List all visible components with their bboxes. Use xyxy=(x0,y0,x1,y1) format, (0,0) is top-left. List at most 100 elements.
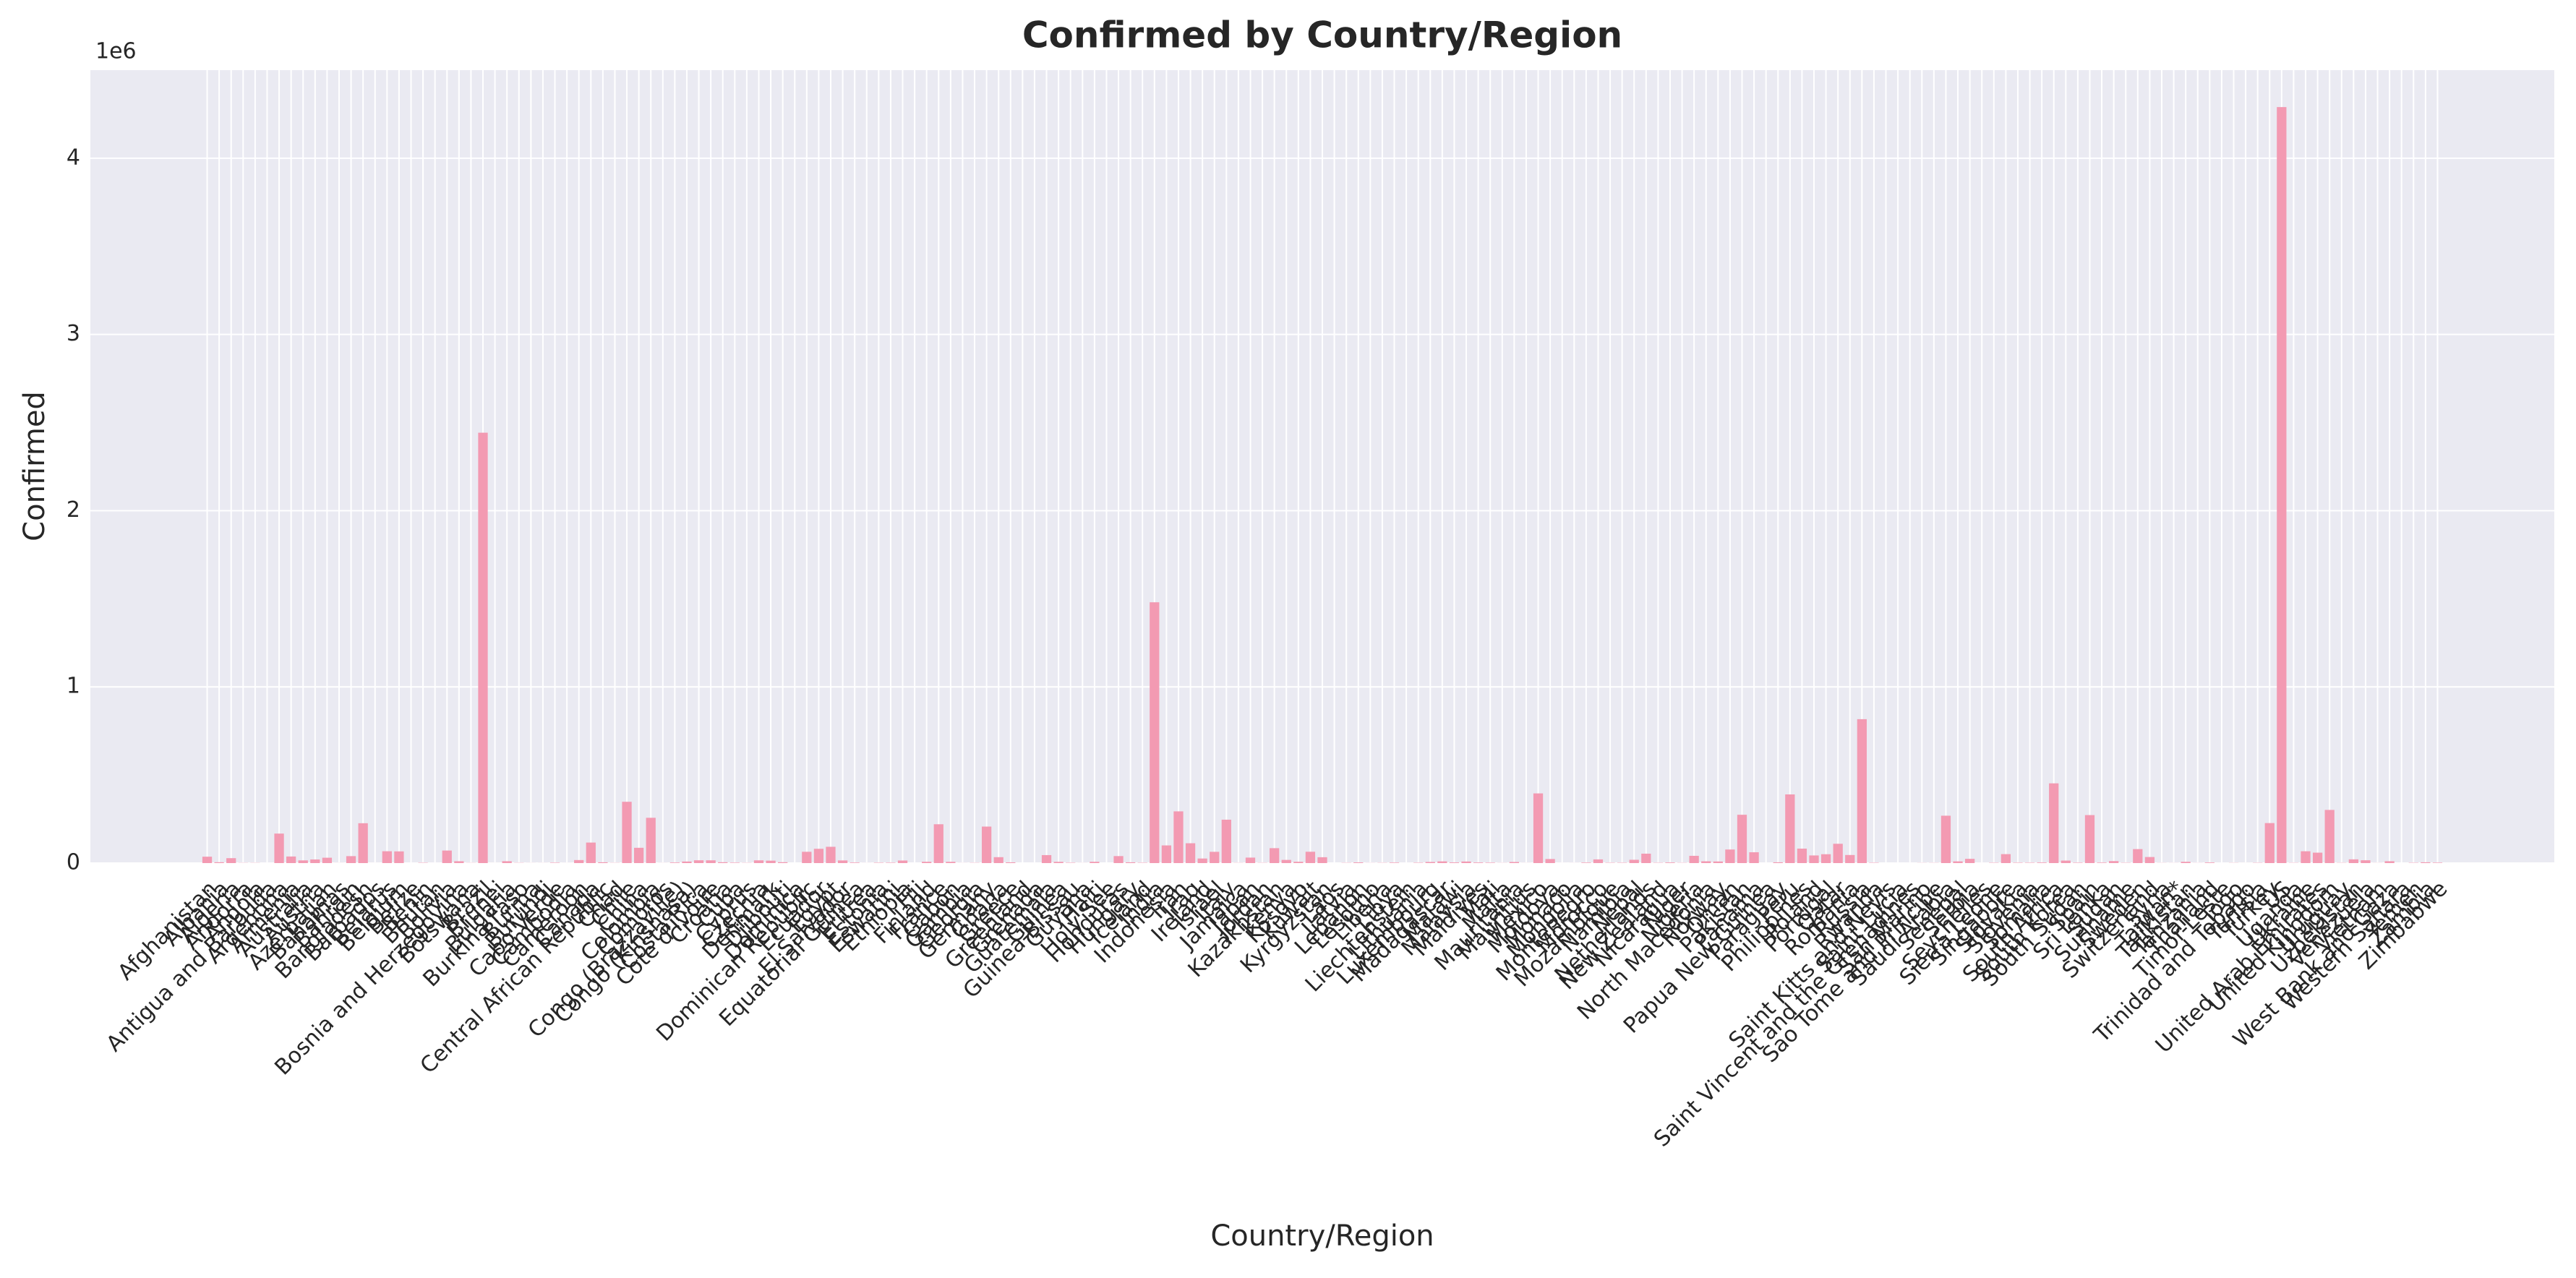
bar xyxy=(946,862,956,863)
bar xyxy=(298,860,308,863)
bar xyxy=(1581,862,1591,863)
bar xyxy=(502,861,512,863)
bar xyxy=(1113,856,1124,863)
bar xyxy=(622,802,632,863)
bar xyxy=(2097,862,2107,863)
bar xyxy=(346,856,356,863)
bar xyxy=(1090,862,1100,863)
bar xyxy=(2301,851,2311,863)
bar xyxy=(1161,845,1172,863)
bar xyxy=(2264,823,2275,863)
bar xyxy=(1641,853,1651,863)
bar xyxy=(286,856,296,863)
bar xyxy=(682,861,692,863)
bar xyxy=(2324,810,2335,863)
bar xyxy=(1425,862,1435,863)
y-tick-label: 4 xyxy=(67,145,80,170)
bar xyxy=(2037,862,2047,863)
bar xyxy=(1449,862,1460,863)
bar xyxy=(2073,862,2083,863)
bar xyxy=(706,860,716,863)
bar xyxy=(922,862,932,863)
bar xyxy=(753,860,764,863)
bar xyxy=(766,860,776,863)
bar xyxy=(1150,602,1160,863)
bar xyxy=(2084,815,2095,863)
bar xyxy=(322,857,333,863)
bar xyxy=(1245,857,1256,863)
bar xyxy=(826,846,836,863)
bar xyxy=(478,432,488,863)
bar xyxy=(1964,859,1975,863)
bar xyxy=(1593,859,1604,863)
bar xyxy=(886,862,896,863)
bar xyxy=(1701,861,1711,863)
bar xyxy=(1737,815,1747,863)
bar xyxy=(1197,858,1207,863)
y-tick-label: 3 xyxy=(67,321,80,346)
bar xyxy=(669,862,680,863)
bar xyxy=(394,851,404,863)
bar xyxy=(1665,862,1675,863)
bar xyxy=(574,859,584,863)
bar xyxy=(1820,854,1831,863)
bar xyxy=(1317,857,1327,863)
bar xyxy=(1053,862,1064,863)
bar xyxy=(1221,819,1231,863)
bar xyxy=(598,862,608,863)
bar xyxy=(442,850,452,863)
bar xyxy=(1041,854,1052,863)
bar xyxy=(382,851,392,863)
bar xyxy=(1185,843,1196,863)
bar xyxy=(837,860,848,863)
bar xyxy=(2312,852,2323,863)
bar xyxy=(1281,859,1291,863)
bar xyxy=(850,862,860,863)
bar xyxy=(274,833,284,863)
bar xyxy=(802,852,812,863)
bar xyxy=(646,818,656,863)
bar xyxy=(1785,794,1795,863)
bar xyxy=(2348,859,2358,863)
bar xyxy=(1713,861,1723,863)
bar xyxy=(2361,860,2371,863)
bar xyxy=(549,862,560,863)
bar xyxy=(1173,811,1184,863)
bar xyxy=(586,842,596,863)
bar xyxy=(778,862,788,863)
bar xyxy=(2001,854,2011,863)
y-tick-label: 1 xyxy=(67,674,80,699)
bar xyxy=(729,862,740,863)
bar xyxy=(1533,793,1544,863)
bar xyxy=(226,858,236,863)
y-axis-label: Confirmed xyxy=(18,391,51,541)
bar xyxy=(933,824,943,863)
bar xyxy=(1509,862,1520,863)
bar xyxy=(1809,855,1819,863)
bar xyxy=(1461,861,1471,863)
bar xyxy=(358,823,368,863)
x-axis-label: Country/Region xyxy=(1210,1219,1434,1253)
bar xyxy=(1473,862,1484,863)
bar xyxy=(981,826,992,863)
bar xyxy=(1270,848,1280,863)
bar xyxy=(1353,862,1364,863)
bar xyxy=(2204,862,2215,863)
y-offset-label: 1e6 xyxy=(95,39,137,64)
bar xyxy=(214,862,224,863)
bar xyxy=(2421,862,2431,863)
bar xyxy=(718,862,728,863)
bar xyxy=(2181,862,2191,863)
bar xyxy=(2109,861,2119,863)
bar xyxy=(2144,857,2155,863)
bar xyxy=(1485,862,1495,863)
bar xyxy=(2384,861,2395,863)
bar xyxy=(1749,852,1759,863)
bar xyxy=(310,859,320,863)
y-tick-label: 0 xyxy=(67,850,80,875)
bar xyxy=(633,847,644,863)
bar xyxy=(813,849,824,863)
bar xyxy=(1689,855,1699,863)
